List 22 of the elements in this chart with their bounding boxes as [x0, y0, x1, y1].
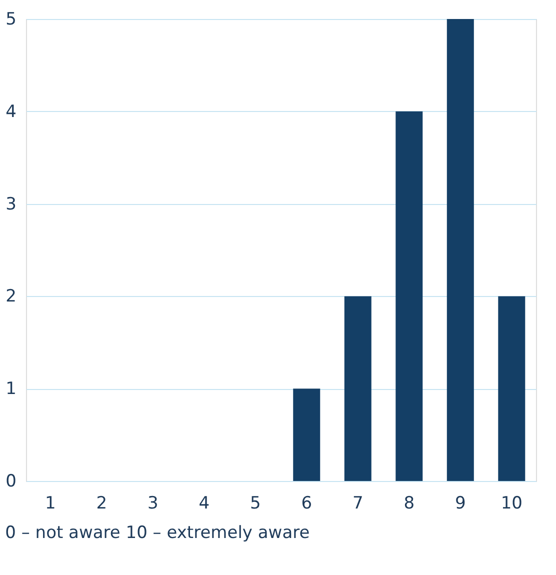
bar [396, 111, 423, 481]
x-tick-label: 2 [96, 494, 108, 514]
x-tick-label: 7 [352, 494, 364, 514]
y-tick-label: 4 [6, 102, 16, 122]
x-tick-label: 4 [198, 494, 210, 514]
x-tick-label: 5 [250, 494, 261, 514]
x-tick-label: 8 [404, 494, 415, 514]
bar [344, 296, 372, 481]
y-tick-label: 5 [6, 10, 16, 30]
bar [446, 19, 474, 481]
y-tick-label: 0 [6, 472, 16, 492]
text: 0 – not aware 10 – extremely aware [5, 523, 310, 543]
x-tick-label: 3 [147, 494, 158, 514]
x-tick-label: 6 [301, 494, 312, 514]
bar [498, 296, 526, 481]
y-tick-label: 2 [6, 286, 16, 307]
x-tick-label: 10 [500, 494, 522, 514]
bar [293, 388, 320, 481]
x-tick-label: 1 [44, 494, 56, 514]
y-tick-label: 3 [6, 194, 16, 214]
x-tick-label: 9 [454, 494, 466, 514]
y-tick-label: 1 [6, 379, 16, 400]
